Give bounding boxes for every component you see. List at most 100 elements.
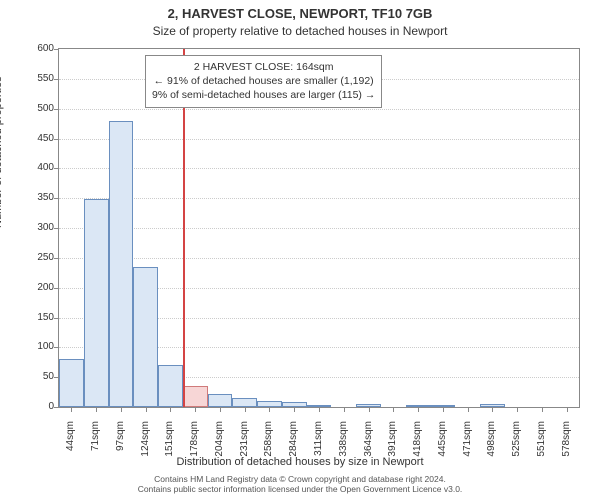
histogram-bar [307, 405, 332, 407]
ytick-mark [54, 109, 58, 110]
xtick-label: 71sqm [91, 421, 101, 471]
xtick-label: 231sqm [240, 421, 250, 471]
ytick-label: 0 [20, 402, 54, 412]
histogram-bar [158, 365, 183, 407]
xtick-label: 284sqm [289, 421, 299, 471]
xtick-label: 418sqm [413, 421, 423, 471]
ytick-mark [54, 318, 58, 319]
xtick-label: 311sqm [314, 421, 324, 471]
xtick-label: 391sqm [388, 421, 398, 471]
histogram-bar [480, 404, 505, 407]
gridline [59, 168, 579, 169]
ytick-mark [54, 198, 58, 199]
annotation-line2: ← 91% of detached houses are smaller (1,… [152, 74, 375, 88]
xtick-label: 44sqm [66, 421, 76, 471]
xtick-mark [294, 408, 295, 412]
footer-line1: Contains HM Land Registry data © Crown c… [0, 474, 600, 484]
page-title: 2, HARVEST CLOSE, NEWPORT, TF10 7GB [0, 6, 600, 21]
page-subtitle: Size of property relative to detached ho… [0, 24, 600, 38]
gridline [59, 109, 579, 110]
ytick-mark [54, 377, 58, 378]
xtick-mark [121, 408, 122, 412]
ytick-mark [54, 407, 58, 408]
xtick-mark [269, 408, 270, 412]
xtick-label: 498sqm [487, 421, 497, 471]
xtick-mark [245, 408, 246, 412]
xtick-label: 97sqm [116, 421, 126, 471]
annotation-line1: 2 HARVEST CLOSE: 164sqm [152, 60, 375, 74]
ytick-mark [54, 288, 58, 289]
ytick-label: 150 [20, 313, 54, 323]
xtick-mark [418, 408, 419, 412]
xtick-mark [542, 408, 543, 412]
histogram-bar [430, 405, 455, 407]
xtick-label: 124sqm [141, 421, 151, 471]
xtick-mark [195, 408, 196, 412]
xtick-mark [393, 408, 394, 412]
x-axis-label: Distribution of detached houses by size … [0, 456, 600, 468]
xtick-mark [369, 408, 370, 412]
histogram-bar [282, 402, 307, 407]
xtick-label: 578sqm [562, 421, 572, 471]
histogram-bar [208, 394, 233, 407]
y-axis-label: Number of detached properties [0, 76, 4, 228]
xtick-mark [220, 408, 221, 412]
ytick-mark [54, 168, 58, 169]
ytick-label: 300 [20, 223, 54, 233]
ytick-label: 550 [20, 74, 54, 84]
ytick-mark [54, 49, 58, 50]
histogram-bar [356, 404, 381, 407]
xtick-label: 204sqm [215, 421, 225, 471]
ytick-mark [54, 258, 58, 259]
xtick-mark [96, 408, 97, 412]
xtick-mark [567, 408, 568, 412]
xtick-mark [146, 408, 147, 412]
ytick-label: 400 [20, 163, 54, 173]
footer: Contains HM Land Registry data © Crown c… [0, 474, 600, 494]
xtick-label: 445sqm [438, 421, 448, 471]
xtick-label: 178sqm [190, 421, 200, 471]
histogram-bar [84, 199, 109, 407]
histogram-bar [232, 398, 257, 407]
ytick-mark [54, 347, 58, 348]
ytick-label: 100 [20, 342, 54, 352]
xtick-mark [319, 408, 320, 412]
xtick-mark [443, 408, 444, 412]
ytick-mark [54, 79, 58, 80]
xtick-label: 525sqm [512, 421, 522, 471]
xtick-mark [71, 408, 72, 412]
histogram-bar [406, 405, 431, 407]
ytick-label: 500 [20, 104, 54, 114]
xtick-label: 551sqm [537, 421, 547, 471]
histogram-bar [133, 267, 158, 407]
ytick-mark [54, 139, 58, 140]
annotation-line3: 9% of semi-detached houses are larger (1… [152, 88, 375, 102]
xtick-label: 258sqm [264, 421, 274, 471]
xtick-label: 364sqm [364, 421, 374, 471]
gridline [59, 258, 579, 259]
xtick-mark [344, 408, 345, 412]
histogram-bar [109, 121, 134, 407]
xtick-label: 151sqm [165, 421, 175, 471]
annotation-box: 2 HARVEST CLOSE: 164sqm ← 91% of detache… [145, 55, 382, 108]
gridline [59, 228, 579, 229]
xtick-mark [517, 408, 518, 412]
plot-area: 2 HARVEST CLOSE: 164sqm ← 91% of detache… [58, 48, 580, 408]
xtick-mark [170, 408, 171, 412]
histogram-bar [183, 386, 208, 407]
ytick-label: 200 [20, 283, 54, 293]
gridline [59, 198, 579, 199]
ytick-mark [54, 228, 58, 229]
histogram-bar [59, 359, 84, 407]
xtick-mark [468, 408, 469, 412]
chart-container: 2, HARVEST CLOSE, NEWPORT, TF10 7GB Size… [0, 0, 600, 500]
ytick-label: 350 [20, 193, 54, 203]
footer-line2: Contains public sector information licen… [0, 484, 600, 494]
ytick-label: 50 [20, 372, 54, 382]
ytick-label: 250 [20, 253, 54, 263]
ytick-label: 600 [20, 44, 54, 54]
ytick-label: 450 [20, 134, 54, 144]
xtick-mark [492, 408, 493, 412]
gridline [59, 139, 579, 140]
histogram-bar [257, 401, 282, 407]
